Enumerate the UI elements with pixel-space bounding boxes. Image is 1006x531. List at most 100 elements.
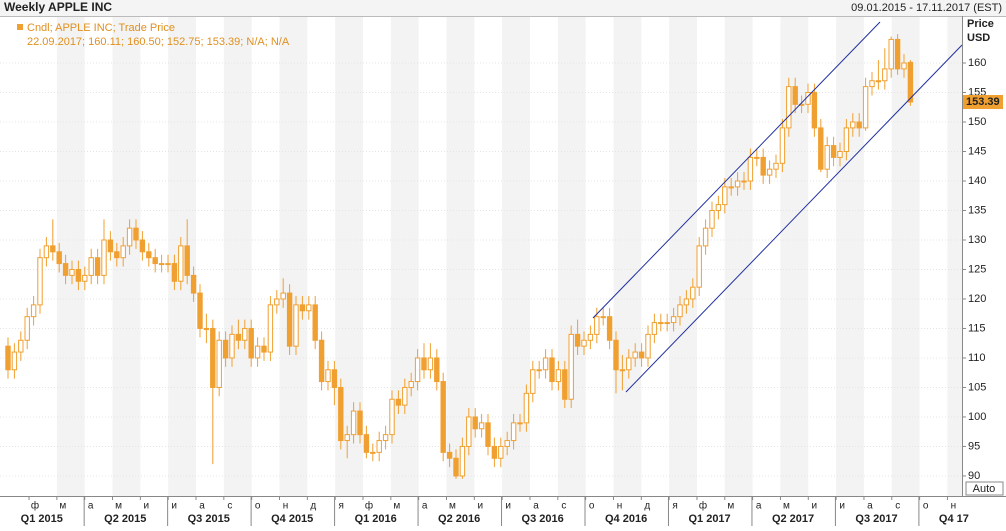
candle-body bbox=[677, 304, 683, 318]
y-tick-label: 110 bbox=[968, 352, 986, 364]
candle-body bbox=[882, 68, 888, 82]
candle-body bbox=[837, 150, 843, 158]
candle-body bbox=[594, 316, 600, 335]
candle-body bbox=[37, 257, 43, 306]
candle-body bbox=[120, 245, 126, 259]
candle-body bbox=[370, 451, 376, 454]
quarter-label: Q2 2016 bbox=[438, 513, 480, 525]
candle-body bbox=[818, 127, 824, 170]
candle-body bbox=[856, 121, 862, 129]
candle-body bbox=[235, 333, 242, 341]
candle-body bbox=[574, 333, 581, 347]
x-tick-label: и bbox=[811, 501, 817, 512]
candle-body bbox=[722, 186, 728, 206]
candle-body bbox=[811, 92, 818, 129]
legend-title: Cndl; APPLE INC; Trade Price bbox=[27, 22, 175, 34]
x-tick-label: с bbox=[561, 501, 566, 512]
scale-button[interactable] bbox=[965, 481, 1004, 496]
candle-body bbox=[606, 316, 613, 341]
y-tick-label: 100 bbox=[968, 411, 986, 423]
candle-body bbox=[619, 369, 626, 372]
candle-body bbox=[850, 121, 856, 129]
month-band bbox=[669, 17, 697, 496]
candle-body bbox=[152, 257, 158, 265]
candle-body bbox=[82, 274, 88, 282]
candle-body bbox=[875, 80, 882, 83]
y-tick-label: 135 bbox=[968, 204, 986, 216]
quarter-label: Q1 2017 bbox=[688, 513, 730, 525]
candle-body bbox=[357, 410, 363, 436]
quarter-label: Q2 2015 bbox=[104, 513, 146, 525]
x-tick-label: ф bbox=[365, 500, 373, 512]
candle-body bbox=[824, 145, 830, 170]
candle-body bbox=[440, 381, 446, 453]
candle-body bbox=[491, 445, 498, 459]
candle-body bbox=[888, 38, 894, 70]
candle-body bbox=[542, 357, 549, 371]
quarter-label: Q2 2017 bbox=[772, 513, 814, 525]
x-tick-label: о bbox=[923, 501, 929, 512]
y-tick-label: 145 bbox=[968, 145, 986, 157]
candle-body bbox=[843, 127, 850, 152]
candle-body bbox=[402, 386, 408, 406]
candle-body bbox=[510, 422, 517, 442]
candle-body bbox=[760, 156, 766, 176]
scale-button-label[interactable]: Auto bbox=[973, 483, 996, 495]
candle-body bbox=[555, 369, 562, 383]
x-tick-label: м bbox=[115, 501, 122, 512]
candle-body bbox=[683, 298, 690, 306]
trend-line bbox=[592, 21, 881, 319]
x-tick-label: с bbox=[227, 501, 232, 512]
candle-body bbox=[568, 333, 574, 400]
candle-body bbox=[766, 168, 773, 176]
candle-body bbox=[286, 292, 293, 347]
x-tick-label: с bbox=[895, 501, 900, 512]
candle-body bbox=[216, 339, 222, 388]
background bbox=[56, 17, 962, 496]
x-tick-label: о bbox=[255, 501, 261, 512]
month-band bbox=[446, 17, 475, 496]
candle-body bbox=[779, 127, 786, 164]
x-tick-label: а bbox=[756, 501, 762, 512]
candle-body bbox=[690, 286, 696, 300]
candle-body bbox=[894, 38, 901, 70]
candle-body bbox=[408, 381, 414, 388]
candle-body bbox=[696, 245, 702, 288]
x-tick-label: ф bbox=[699, 500, 707, 512]
candle-body bbox=[478, 422, 485, 430]
candle-body bbox=[562, 369, 568, 400]
x-tick-label: м bbox=[783, 501, 790, 512]
quarter-label: Q3 2017 bbox=[855, 513, 897, 525]
candle-body bbox=[728, 186, 734, 189]
candle-body bbox=[114, 251, 120, 259]
x-tick-label: и bbox=[171, 501, 177, 512]
candle-body bbox=[600, 316, 606, 319]
candle-body bbox=[293, 304, 299, 347]
candle-body bbox=[331, 369, 338, 388]
candle-body bbox=[741, 180, 747, 183]
x-tick-label: и bbox=[144, 501, 150, 512]
candle-body bbox=[43, 245, 50, 259]
y-axis-title: Price bbox=[967, 18, 994, 30]
candle-body bbox=[229, 333, 235, 359]
trend-line bbox=[625, 44, 963, 393]
y-tick-label: 115 bbox=[968, 322, 986, 334]
y-tick-label: 130 bbox=[968, 234, 986, 246]
candle-body bbox=[69, 268, 75, 276]
title-bar bbox=[0, 0, 1006, 16]
month-band bbox=[836, 17, 864, 496]
candle-body bbox=[427, 357, 434, 371]
candle-body bbox=[446, 451, 453, 459]
x-tick-label: а bbox=[867, 501, 873, 512]
candle-body bbox=[773, 162, 779, 170]
candle-body bbox=[158, 263, 165, 266]
candle-body bbox=[24, 316, 30, 341]
candle-body bbox=[338, 386, 344, 442]
grid bbox=[0, 62, 962, 477]
candle-body bbox=[178, 245, 184, 282]
quarter-label: Q3 2015 bbox=[188, 513, 230, 525]
x-tick-label: д bbox=[310, 501, 316, 512]
candle-body bbox=[523, 392, 530, 424]
candle-body bbox=[632, 351, 638, 359]
candle-body bbox=[88, 257, 94, 276]
